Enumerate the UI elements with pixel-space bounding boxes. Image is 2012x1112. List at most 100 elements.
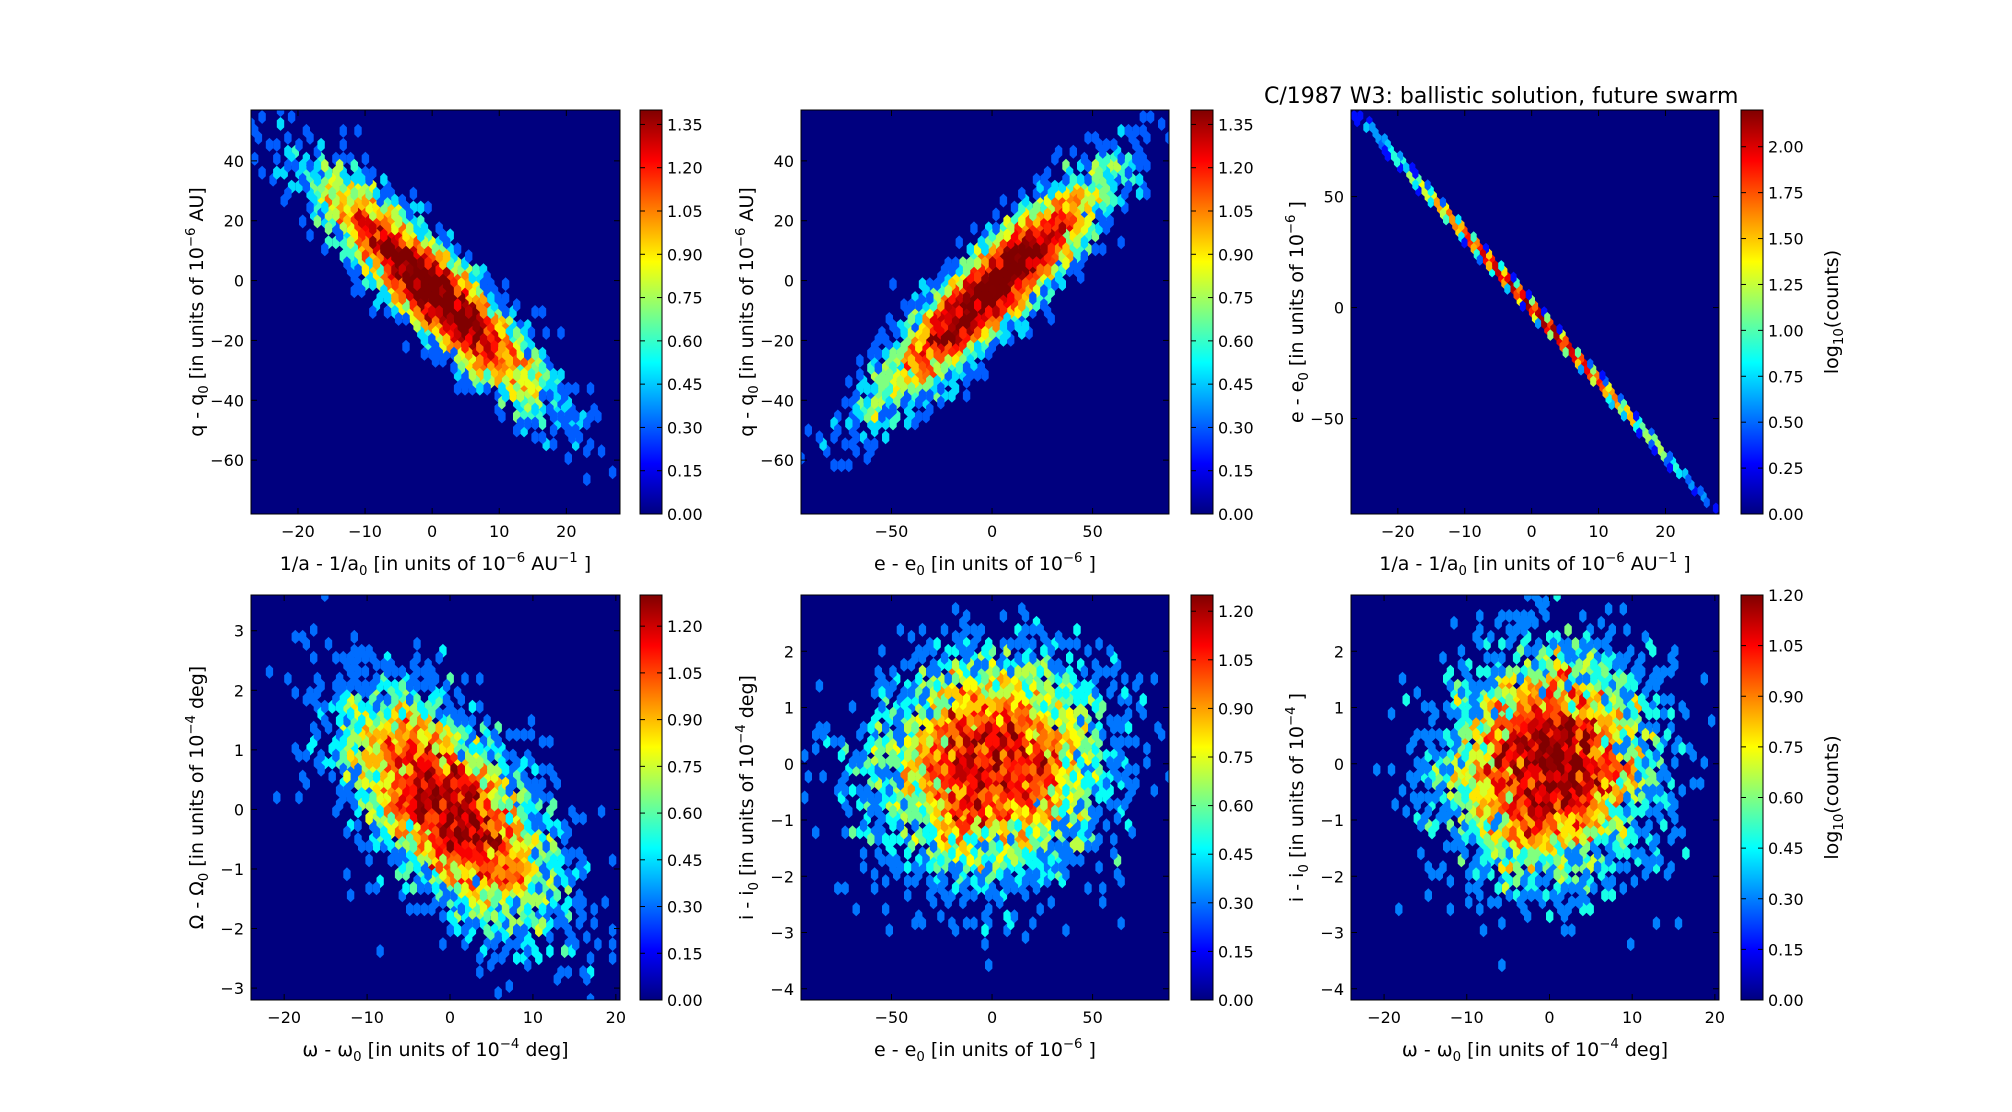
y-tick-label: −20 xyxy=(760,331,794,350)
hexbin-cell xyxy=(893,867,901,882)
hexbin-cell xyxy=(1040,797,1048,812)
hexbin-cell xyxy=(1080,151,1088,166)
hexbin-cell xyxy=(951,881,960,896)
hexbin-cell xyxy=(339,650,347,665)
hexbin-cell xyxy=(446,312,454,326)
hexbin-cell xyxy=(970,664,978,679)
hexbin-cell xyxy=(350,186,358,201)
hexbin-cell xyxy=(564,895,572,910)
label-segment: 0 xyxy=(916,1050,924,1065)
hexbin-cell xyxy=(1667,706,1675,721)
colorbar-tick-label: 1.25 xyxy=(1768,275,1804,294)
hexbin-cell xyxy=(1124,165,1133,180)
hexbin-cell xyxy=(1564,678,1572,693)
hexbin-cell xyxy=(911,720,919,735)
hexbin-cell xyxy=(1121,186,1129,201)
hexbin-cell xyxy=(981,242,989,257)
hexbin-cell xyxy=(369,790,377,805)
hexbin-cell xyxy=(1099,242,1107,257)
hexbin-cell xyxy=(284,186,292,201)
hexbin-cell xyxy=(1427,196,1434,209)
hexbin-cell xyxy=(468,699,477,714)
hexbin-cell xyxy=(848,437,857,452)
y-axis-label: q - q0 [in units of 10−6 AU] xyxy=(734,187,762,437)
hexbin-cell xyxy=(538,430,547,445)
hexbin-cell xyxy=(406,207,414,222)
hexbin-cell xyxy=(1590,881,1598,896)
hexbin-cell xyxy=(1099,895,1107,910)
hexbin-cell xyxy=(520,755,528,770)
colorbar-tick-label: 0.30 xyxy=(1218,418,1254,437)
hexbin-cell xyxy=(1029,291,1037,305)
y-tick-label: −3 xyxy=(770,924,794,943)
hexbin-cell xyxy=(1051,762,1059,777)
hexbin-cell xyxy=(1102,818,1111,833)
hexbin-cell xyxy=(1403,161,1410,174)
hexbin-cell xyxy=(1091,811,1100,826)
hexbin-cell xyxy=(1535,860,1543,875)
label-segment: 0 xyxy=(916,564,924,579)
hexbin-cell xyxy=(1047,839,1055,854)
hexbin-cell xyxy=(273,790,281,805)
hexbin-cell xyxy=(1623,790,1631,805)
label-segment: −4 xyxy=(500,1037,520,1052)
hexbin-cell xyxy=(988,699,996,714)
hexbin-cell xyxy=(1527,888,1535,903)
hexbin-cell xyxy=(1032,867,1041,882)
hexbin-cell xyxy=(1047,895,1055,910)
hexbin-cell xyxy=(985,860,993,875)
hexbin-cell xyxy=(926,860,934,875)
hexbin-cell xyxy=(361,151,370,166)
hexbin-cell xyxy=(258,110,266,124)
colorbar-tick-label: 0.30 xyxy=(667,898,703,917)
hexbin-cell xyxy=(531,846,539,861)
hexbin-cell xyxy=(1106,214,1114,229)
hexbin-cell xyxy=(1476,748,1484,763)
hexbin-cell xyxy=(394,312,403,326)
hexbin-cell xyxy=(409,783,418,798)
hexbin-cell xyxy=(1568,881,1576,896)
hexbin-cell xyxy=(369,650,377,665)
hexbin-cell xyxy=(1135,144,1144,159)
label-segment: 0 xyxy=(197,873,212,881)
hexbin-cell xyxy=(1571,636,1580,651)
hexbin-cell xyxy=(1417,846,1425,861)
hexbin-cell xyxy=(1623,650,1631,665)
hexbin-cell xyxy=(999,193,1008,208)
colorbar-gradient xyxy=(1190,109,1214,515)
hexbin-cell xyxy=(1708,713,1716,728)
hexbin-cell xyxy=(483,797,491,812)
hexbin-cell xyxy=(896,374,904,389)
hexbin-cell xyxy=(579,867,587,882)
hexbin-cell xyxy=(918,388,927,403)
hexbin-cell xyxy=(1354,115,1361,128)
hexbin-cell xyxy=(442,762,451,777)
hexbin-cell xyxy=(1476,706,1484,721)
hexbin-cell xyxy=(313,671,322,686)
hexbin-cell xyxy=(365,881,373,896)
hexbin-cell xyxy=(970,874,978,889)
hexbin-cell xyxy=(1047,783,1055,798)
hexbin-cell xyxy=(1604,853,1613,868)
hexbin-cell xyxy=(944,312,952,326)
hexbin-cell xyxy=(1132,776,1140,791)
hexbin-cell xyxy=(380,172,388,187)
hexbin-cell xyxy=(1590,657,1598,672)
hexbin-cell xyxy=(1095,636,1103,651)
hexbin-cell xyxy=(1649,783,1657,798)
hexbin-cell xyxy=(1535,832,1543,847)
hexbin-cell xyxy=(383,692,392,707)
hexbin-cell xyxy=(962,916,971,931)
hexbin-cell xyxy=(553,916,561,931)
hexbin-cell xyxy=(516,416,525,431)
colorbar-tick-label: 0.15 xyxy=(1218,462,1254,481)
hexbin-cell xyxy=(1700,755,1708,770)
label-segment: −6 xyxy=(734,228,749,248)
hexbin-cell xyxy=(1593,860,1602,875)
hexbin-cell xyxy=(1043,165,1052,180)
hexbin-cell xyxy=(406,221,414,236)
hexbin-cell xyxy=(383,748,392,763)
hexbin-cell xyxy=(1601,832,1609,847)
hexbin-cell xyxy=(513,839,521,854)
hexbin-cell xyxy=(295,137,303,152)
